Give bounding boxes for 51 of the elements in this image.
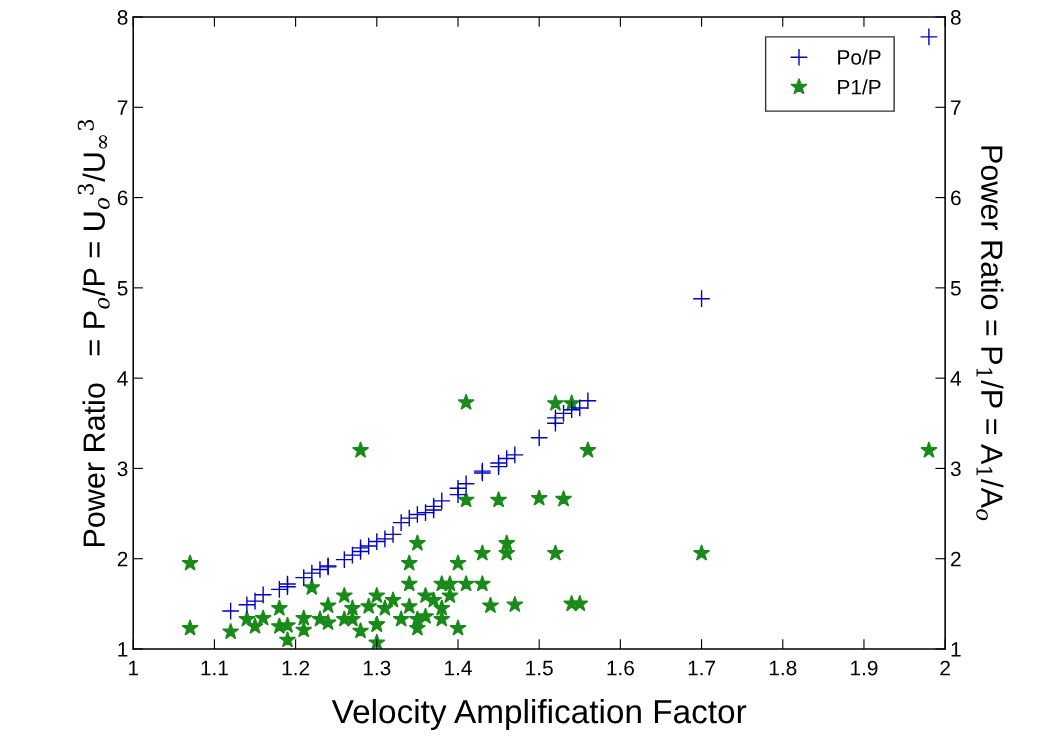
y-tick-label: 8 bbox=[117, 10, 128, 25]
x-tick-label: 1.3 bbox=[363, 660, 391, 676]
x-tick-label: 2 bbox=[940, 660, 950, 676]
y-tick-label: 7 bbox=[117, 100, 128, 115]
point bbox=[392, 513, 411, 532]
y2-tick-label: 6 bbox=[951, 190, 961, 206]
legend-label: P1/P bbox=[838, 79, 881, 95]
y-tick-label: 5 bbox=[117, 281, 128, 296]
y-axis-title: Power Ratio = P$_{o}$/P = U$_{o}$$^{3}$/U$_{∞}$$^{3}$ bbox=[77, 119, 110, 547]
point bbox=[302, 564, 321, 583]
point bbox=[384, 525, 403, 544]
x-tick-label: 1.6 bbox=[607, 660, 634, 676]
y2-tick-label: 4 bbox=[950, 371, 961, 386]
y2-tick-label: 7 bbox=[951, 100, 961, 115]
point bbox=[367, 532, 386, 551]
point bbox=[919, 27, 938, 46]
point bbox=[375, 529, 394, 548]
y-tick-label: 1 bbox=[118, 642, 128, 657]
y2-axis-title: Power Ratio = P$_{1}$/P = A$_{1}$/A$_{o}$ bbox=[976, 146, 1004, 521]
x-tick-label: 1.8 bbox=[769, 660, 797, 676]
point bbox=[237, 595, 256, 614]
x-tick-label: 1.1 bbox=[201, 660, 228, 676]
point bbox=[546, 408, 565, 427]
point bbox=[400, 509, 419, 528]
point bbox=[692, 289, 711, 308]
x-tick-label: 1.5 bbox=[526, 660, 553, 676]
point bbox=[505, 445, 524, 464]
x-axis-title: Velocity Amplification Factor bbox=[331, 698, 747, 731]
x-tick-label: 1 bbox=[129, 660, 138, 676]
point bbox=[310, 560, 329, 579]
point bbox=[221, 602, 240, 621]
x-tick-label: 1.2 bbox=[282, 660, 310, 676]
x-tick-label: 1.9 bbox=[851, 660, 878, 676]
y2-tick-label: 8 bbox=[950, 10, 961, 25]
point bbox=[335, 550, 354, 569]
y-tick-label: 2 bbox=[117, 551, 128, 567]
x-tick-label: 1.4 bbox=[445, 660, 472, 676]
point bbox=[408, 505, 427, 524]
y2-tick-label: 2 bbox=[951, 551, 961, 567]
point bbox=[530, 428, 549, 447]
point bbox=[294, 568, 313, 587]
y2-tick-label: 3 bbox=[950, 461, 961, 477]
x-tick-label: 1.7 bbox=[688, 660, 716, 676]
y-tick-label: 4 bbox=[117, 371, 128, 386]
legend-label: Po/P bbox=[838, 49, 881, 65]
y2-tick-label: 1 bbox=[951, 642, 961, 657]
y2-tick-label: 5 bbox=[950, 281, 961, 296]
point bbox=[448, 479, 468, 498]
y-tick-label: 3 bbox=[117, 461, 128, 477]
y-tick-label: 6 bbox=[117, 190, 128, 206]
point bbox=[562, 400, 581, 419]
